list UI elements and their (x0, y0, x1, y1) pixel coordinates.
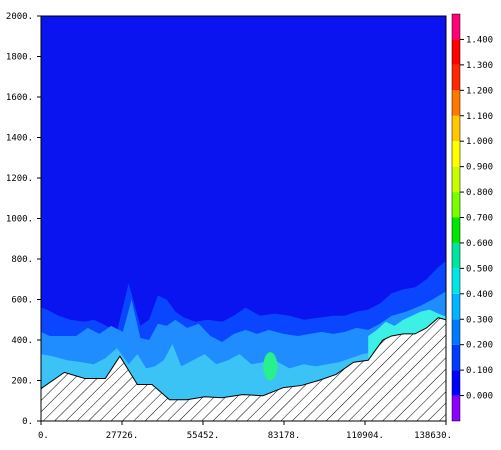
y-tick-label: 1200. (6, 174, 33, 184)
y-tick-label: 1800. (6, 53, 33, 63)
x-tick-label: 0. (38, 431, 49, 441)
colorbar-label: 0.300 (466, 315, 493, 325)
colorbar-segment-5 (452, 268, 460, 294)
x-axis: 0. 27726. 55452. 83178. 110904. 138630. (38, 421, 452, 441)
colorbar-segment-2 (452, 344, 460, 371)
colorbar-label: 1.300 (466, 61, 493, 71)
y-tick-label: 0. (22, 417, 33, 427)
x-tick-label: 27726. (106, 431, 139, 441)
colorbar-segment-10 (452, 141, 460, 167)
colorbar-label: 1.400 (466, 35, 493, 45)
plot-area (41, 16, 446, 421)
colorbar-label: 0.400 (466, 290, 493, 300)
colorbar-segment-11 (452, 115, 460, 142)
colorbar-segment-3 (452, 319, 460, 345)
colorbar-label: 1.200 (466, 86, 493, 96)
colorbar-segment-1 (452, 370, 460, 396)
y-tick-label: 800. (11, 255, 33, 265)
y-tick-label: 1400. (6, 134, 33, 144)
x-tick-label: 110904. (346, 431, 384, 441)
colorbar-label: 0.200 (466, 341, 493, 351)
colorbar-segment-8 (452, 192, 460, 218)
y-tick-label: 1600. (6, 93, 33, 103)
y-tick-label: 400. (11, 336, 33, 346)
terrain-hatch (41, 317, 446, 421)
colorbar-segment-14 (452, 39, 460, 65)
x-tick-label: 55452. (187, 431, 220, 441)
x-tick-label: 83178. (268, 431, 301, 441)
y-tick-label: 1000. (6, 215, 33, 225)
colorbar-label: 0.100 (466, 366, 493, 376)
colorbar-label: 0.900 (466, 163, 493, 173)
y-tick-label: 200. (11, 377, 33, 387)
colorbar-label: 0.500 (466, 264, 493, 274)
colorbar-label: 1.000 (466, 137, 493, 147)
contour-blob-1 (263, 352, 278, 381)
colorbar-label: 1.100 (466, 112, 493, 122)
colorbar-segment-15 (452, 14, 460, 40)
colorbar: 0.000 0.100 0.200 0.300 0.400 0.500 0.600 0.700… (451, 13, 493, 422)
colorbar-segment-4 (452, 293, 460, 320)
y-tick-label: 600. (11, 296, 33, 306)
y-axis: 0. 200. 400. 600. 800. 1000. 1200. 1400. 1600. 18… (6, 12, 41, 427)
colorbar-label: 0.600 (466, 239, 493, 249)
colorbar-label: 0.700 (466, 214, 493, 224)
x-tick-label: 138630. (414, 431, 452, 441)
colorbar-segment-7 (452, 217, 460, 243)
colorbar-segment-13 (452, 64, 460, 91)
colorbar-segment-9 (452, 166, 460, 193)
colorbar-label: 0.000 (466, 392, 493, 402)
colorbar-segment-6 (452, 242, 460, 269)
colorbar-label: 0.800 (466, 188, 493, 198)
colorbar-segment-0 (452, 395, 460, 421)
colorbar-segment-12 (452, 90, 460, 116)
y-tick-label: 2000. (6, 12, 33, 22)
